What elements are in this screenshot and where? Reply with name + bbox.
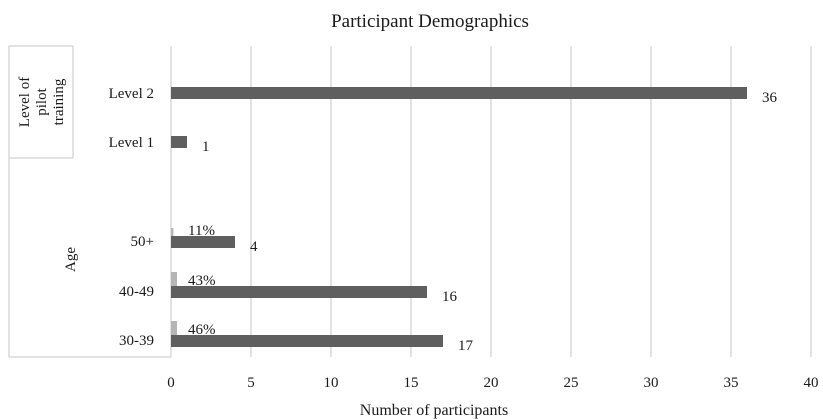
x-tick-label: 0 xyxy=(167,375,175,391)
x-tick-label: 5 xyxy=(247,375,255,391)
category-label: 50+ xyxy=(131,234,154,250)
category-label: 40-49 xyxy=(119,284,154,300)
bar xyxy=(171,286,427,298)
x-tick-label: 20 xyxy=(484,375,499,391)
group-label: Level ofpilottraining xyxy=(17,77,67,127)
x-tick-label: 30 xyxy=(644,375,659,391)
bar-value-label: 1 xyxy=(202,139,210,155)
labels: 0 5 10 15 20 25 30 35 40 Level ofpilottraining Age… xyxy=(17,77,819,391)
bar xyxy=(171,136,187,148)
category-label: 30-39 xyxy=(119,333,154,349)
bar-value-label: 17 xyxy=(458,338,474,354)
percent-bar xyxy=(171,228,174,236)
bars xyxy=(171,87,747,347)
bar xyxy=(171,87,747,99)
x-tick-label: 15 xyxy=(404,375,419,391)
percent-bar xyxy=(171,272,177,286)
x-tick-label: 35 xyxy=(724,375,739,391)
group-label: Age xyxy=(63,247,79,272)
bar xyxy=(171,236,235,248)
bar-value-label: 36 xyxy=(762,90,778,106)
bar-value-label: 16 xyxy=(442,289,458,305)
percent-label: 46% xyxy=(188,322,216,338)
percent-bar xyxy=(171,321,177,335)
category-label: Level 2 xyxy=(109,86,154,102)
x-tick-label: 40 xyxy=(804,375,819,391)
x-tick-label: 10 xyxy=(324,375,339,391)
category-label: Level 1 xyxy=(109,135,154,151)
x-axis-title: Number of participants xyxy=(360,402,508,419)
percent-label: 43% xyxy=(188,273,216,289)
x-tick-label: 25 xyxy=(564,375,579,391)
percent-label: 11% xyxy=(188,223,215,239)
chart-title: Participant Demographics xyxy=(331,11,529,32)
bar-value-label: 4 xyxy=(250,239,258,255)
bar xyxy=(171,335,443,347)
